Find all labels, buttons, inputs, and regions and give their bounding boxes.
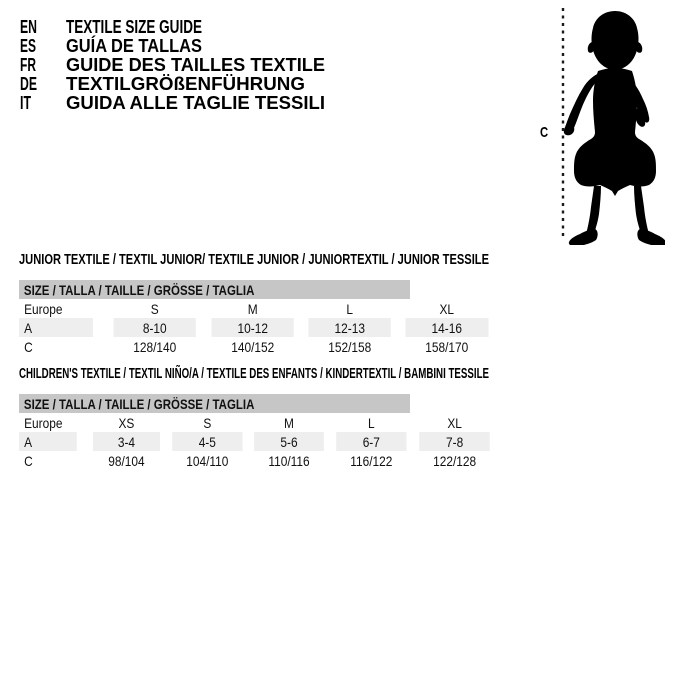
svg-text:GUIDA ALLE TAGLIE TESSILI: GUIDA ALLE TAGLIE TESSILI [66,93,325,113]
svg-text:GUIDE DES TAILLES TEXTILE: GUIDE DES TAILLES TEXTILE [66,55,325,75]
svg-text:CHILDREN'S TEXTILE / TEXTIL NI: CHILDREN'S TEXTILE / TEXTIL NIÑO/A / TEX… [19,365,489,382]
svg-text:TEXTILGRÖßENFÜHRUNG: TEXTILGRÖßENFÜHRUNG [66,74,305,94]
svg-text:ES: ES [20,36,36,56]
svg-text:EN: EN [20,17,37,37]
svg-text:TEXTILE SIZE GUIDE: TEXTILE SIZE GUIDE [66,17,202,37]
svg-text:GUÍA DE TALLAS: GUÍA DE TALLAS [66,35,202,56]
svg-text:DE: DE [20,74,37,94]
svg-text:JUNIOR TEXTILE / TEXTIL JUNIOR: JUNIOR TEXTILE / TEXTIL JUNIOR/ TEXTILE … [19,252,489,268]
svg-text:IT: IT [20,93,31,113]
svg-text:FR: FR [20,55,36,75]
